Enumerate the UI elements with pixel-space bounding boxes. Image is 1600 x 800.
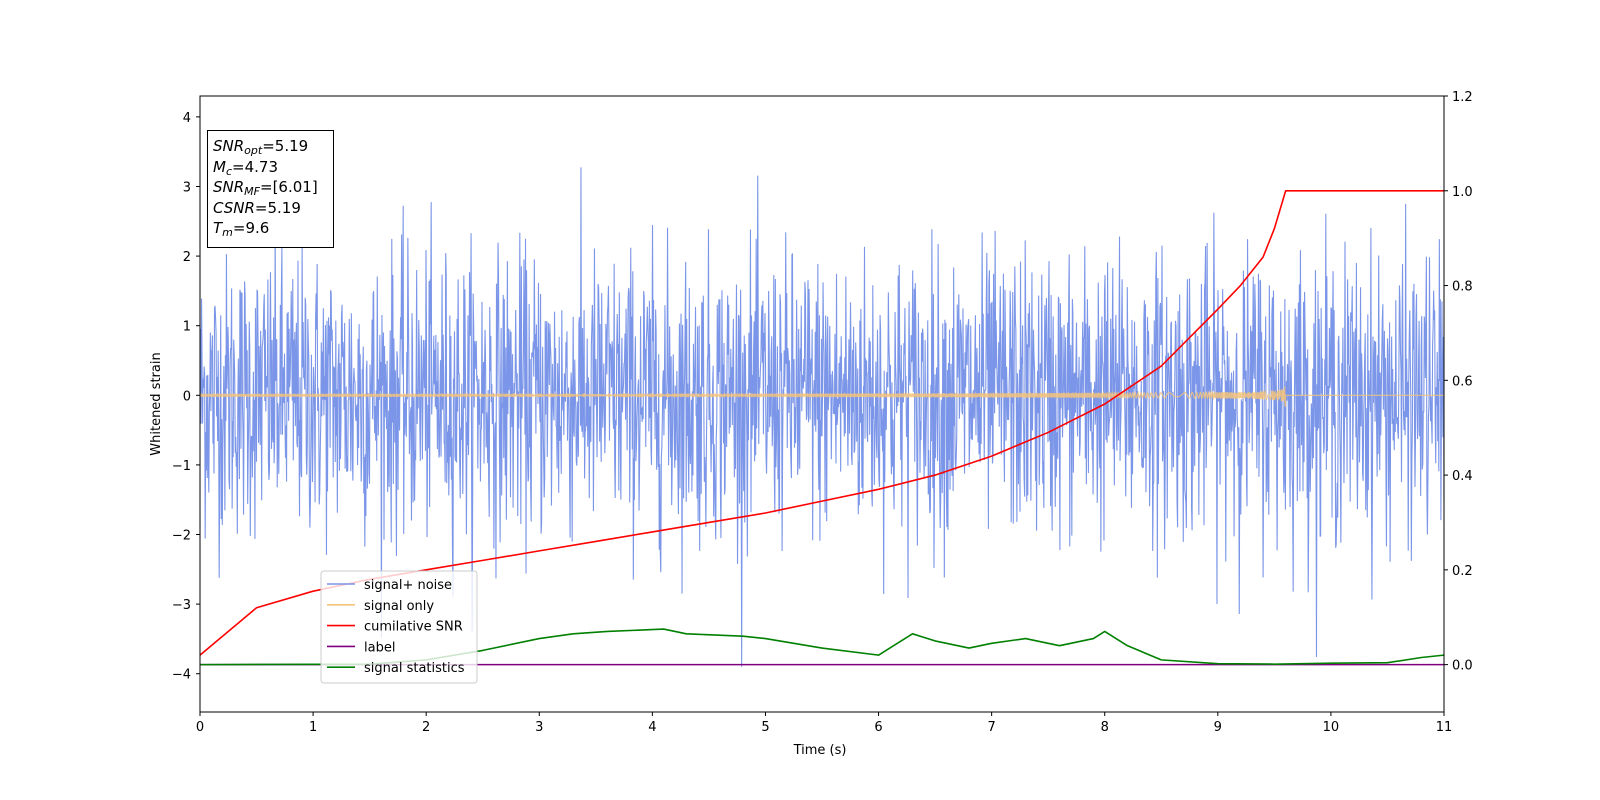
signal-noise-line (199, 167, 1445, 667)
x-axis-label: Time (s) (793, 743, 847, 758)
y-axis-right: 1.2 1.0 0.8 0.6 0.4 0.2 0.0 (1444, 90, 1473, 674)
y-tick-label: −3 (172, 598, 191, 613)
merger-time-annotation: Tm=9.6 (213, 219, 270, 239)
x-tick-label: 7 (987, 720, 995, 735)
y-tick-label: −4 (172, 668, 191, 683)
x-tick-label: 4 (648, 720, 656, 735)
y-tick-label: −2 (172, 529, 191, 544)
annotation-box: SNRopt=5.19 Mc=4.73 SNRMF=[6.01] CSNR=5.… (207, 130, 334, 248)
y-tick-label: 2 (183, 250, 191, 265)
y-tick-label: 3 (183, 180, 191, 195)
y2-tick-label: 1.0 (1452, 185, 1473, 200)
y-tick-label: 4 (183, 111, 191, 126)
y2-tick-label: 0.0 (1452, 659, 1473, 674)
x-tick-label: 9 (1214, 720, 1222, 735)
x-tick-label: 6 (874, 720, 882, 735)
legend-box (320, 570, 478, 684)
y-tick-label: 0 (183, 389, 191, 404)
y2-tick-label: 0.2 (1452, 564, 1473, 579)
legend-label: signal statistics (364, 661, 465, 676)
y2-tick-label: 0.6 (1452, 374, 1473, 389)
legend-label: signal only (364, 599, 434, 614)
signal-statistics-line (199, 628, 1445, 666)
x-tick-label: 11 (1436, 720, 1453, 735)
signal-only-series (199, 386, 1444, 407)
legend-label: signal+ noise (364, 578, 452, 593)
legend: signal+ noise signal only cumilative SNR la… (320, 570, 478, 684)
y-axis-left: 4 3 2 1 0 −1 −2 −3 −4 (172, 111, 200, 683)
csnr-annotation: CSNR=5.19 (213, 198, 301, 217)
y-axis-label: Whitened strain (149, 352, 164, 455)
legend-label: label (364, 640, 395, 655)
legend-label: cumilative SNR (364, 620, 463, 635)
y2-tick-label: 0.4 (1452, 469, 1473, 484)
x-tick-label: 3 (535, 720, 543, 735)
x-tick-label: 8 (1101, 720, 1109, 735)
plot-frame (199, 95, 1445, 713)
y-tick-label: −1 (172, 459, 191, 474)
signal-statistics-series (199, 628, 1445, 666)
x-axis: 0 1 2 3 4 5 6 7 8 9 10 11 (196, 712, 1452, 735)
signal-only-line (199, 386, 1444, 407)
y2-tick-label: 1.2 (1452, 90, 1473, 105)
x-tick-label: 5 (761, 720, 769, 735)
snr-mf-annotation: SNRMF=[6.01] (213, 178, 318, 198)
y-tick-label: 1 (183, 320, 191, 335)
signal-noise-series (199, 167, 1445, 667)
y2-tick-label: 0.8 (1452, 280, 1473, 295)
chirp-mass-annotation: Mc=4.73 (213, 157, 278, 178)
x-tick-label: 2 (422, 720, 430, 735)
x-tick-label: 1 (309, 720, 317, 735)
snr-opt-annotation: SNRopt=5.19 (213, 137, 309, 157)
x-tick-label: 10 (1323, 720, 1340, 735)
x-tick-label: 0 (196, 720, 204, 735)
